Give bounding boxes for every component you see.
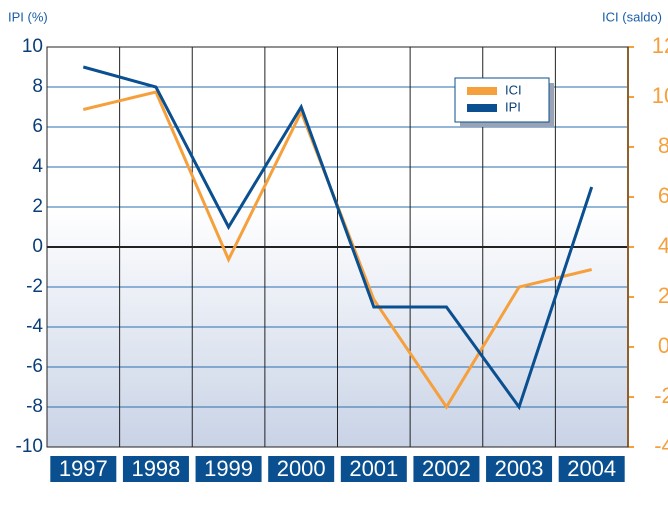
category-box bbox=[558, 456, 625, 482]
y-tick-label: 4 bbox=[32, 156, 43, 177]
category-box bbox=[50, 456, 117, 482]
x-tick-label: 2004 bbox=[567, 456, 616, 481]
y2-tick-label: 6 bbox=[658, 183, 668, 208]
y2-tick-label: 12 bbox=[652, 33, 668, 58]
category-box bbox=[413, 456, 480, 482]
y-tick-label: -6 bbox=[26, 356, 43, 377]
y-tick-label: 10 bbox=[22, 36, 43, 57]
y2-tick-label: 2 bbox=[658, 283, 668, 308]
x-tick-label: 2001 bbox=[349, 456, 398, 481]
legend-label: IPI bbox=[505, 99, 521, 114]
x-tick-label: 1998 bbox=[131, 456, 180, 481]
y2-tick-label: 4 bbox=[658, 233, 668, 258]
y-tick-label: -8 bbox=[26, 396, 43, 417]
legend-swatch bbox=[467, 87, 497, 95]
y2-tick-label: -2 bbox=[654, 383, 668, 408]
legend-label: ICI bbox=[505, 82, 522, 97]
y-tick-label: 2 bbox=[32, 196, 43, 217]
plot-border bbox=[46, 46, 629, 448]
legend bbox=[454, 77, 550, 123]
y2-tick-label: 10 bbox=[652, 83, 668, 108]
y-tick-label: 6 bbox=[32, 116, 43, 137]
legend-swatch bbox=[467, 104, 497, 112]
y2-tick-label: 8 bbox=[658, 133, 668, 158]
y-tick-label: -2 bbox=[26, 276, 43, 297]
x-tick-label: 1997 bbox=[59, 456, 108, 481]
y-tick-label: -10 bbox=[16, 436, 43, 457]
category-box bbox=[122, 456, 189, 482]
x-tick-label: 2003 bbox=[495, 456, 544, 481]
y-tick-label: 0 bbox=[32, 236, 43, 257]
x-tick-label: 2000 bbox=[277, 456, 326, 481]
y2-axis-label: ICI (saldo) bbox=[602, 9, 662, 24]
series-line bbox=[82, 65, 594, 411]
y-axis-label: IPI (%) bbox=[8, 9, 48, 24]
category-box bbox=[268, 456, 335, 482]
y2-tick-label: 0 bbox=[658, 333, 668, 358]
category-box bbox=[340, 456, 407, 482]
category-box bbox=[195, 456, 262, 482]
category-box bbox=[486, 456, 553, 482]
x-tick-label: 1999 bbox=[204, 456, 253, 481]
y2-tick-label: -4 bbox=[654, 433, 668, 458]
x-tick-label: 2002 bbox=[422, 456, 471, 481]
y-tick-label: 8 bbox=[32, 76, 43, 97]
y-tick-label: -4 bbox=[26, 316, 43, 337]
